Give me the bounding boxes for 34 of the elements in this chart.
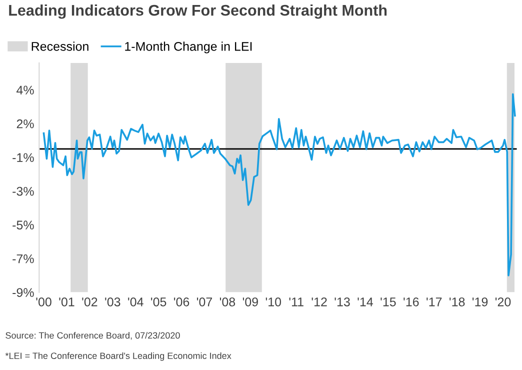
- y-tick-label: 4%: [16, 86, 34, 94]
- y-tick-label: -3%: [12, 186, 34, 196]
- x-tick-label: '00: [36, 297, 52, 306]
- x-tick-label: '12: [312, 297, 327, 306]
- x-tick-label: '03: [105, 297, 120, 306]
- y-tick-label: -5%: [12, 220, 34, 230]
- x-tick-label: '13: [334, 297, 350, 306]
- x-tick-label: '04: [128, 297, 144, 306]
- y-tick-label: -9%: [12, 288, 34, 297]
- x-tick-label: '07: [196, 297, 212, 306]
- y-tick-label: -7%: [12, 254, 34, 264]
- text: *LEI = The Conference Board's Leading Economic Index: [5, 352, 232, 361]
- x-tick-label: '20: [495, 297, 511, 306]
- x-tick-label: '17: [426, 298, 442, 306]
- y-tick-label: 2%: [16, 119, 34, 128]
- x-tick-label: '15: [380, 298, 396, 306]
- x-tick-label: '18: [450, 297, 465, 306]
- x-tick-label: '05: [151, 297, 166, 306]
- x-tick-label: '06: [174, 297, 190, 306]
- x-tick-label: '10: [266, 297, 282, 306]
- y-tick-label: -1%: [12, 153, 34, 162]
- legend-label: 1-Month Change in LEI: [125, 42, 252, 54]
- x-tick-label: '11: [289, 298, 304, 306]
- x-tick-label: '16: [404, 297, 419, 306]
- x-tick-label: '02: [82, 297, 98, 306]
- line-series: [42, 93, 516, 276]
- chart-title: Leading Indicators Grow For Second Straight Month: [9, 4, 387, 19]
- x-tick-label: '09: [242, 297, 258, 306]
- x-tick-label: '01: [59, 297, 74, 306]
- source-note: Source: The Conference Board, 07/23/2020: [6, 332, 180, 340]
- legend-label: Recession: [32, 42, 88, 51]
- x-tick-label: '08: [220, 297, 236, 306]
- x-tick-label: '19: [472, 297, 488, 306]
- x-tick-label: '14: [358, 298, 374, 306]
